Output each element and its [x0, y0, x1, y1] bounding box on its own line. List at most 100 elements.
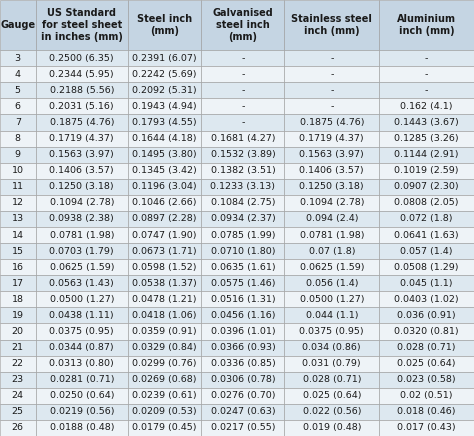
Text: 0.0396 (1.01): 0.0396 (1.01)	[210, 327, 275, 336]
Bar	[201, 195, 284, 211]
Text: 0.031 (0.79): 0.031 (0.79)	[302, 359, 361, 368]
Text: 23: 23	[12, 375, 24, 384]
Bar	[379, 179, 474, 195]
Bar	[0, 275, 36, 291]
Bar	[201, 99, 284, 114]
Bar	[0, 50, 36, 66]
Bar	[0, 340, 36, 356]
Bar	[201, 243, 284, 259]
Text: 0.1681 (4.27): 0.1681 (4.27)	[210, 134, 275, 143]
Text: 0.022 (0.56): 0.022 (0.56)	[302, 407, 361, 416]
Bar	[0, 420, 36, 436]
Bar	[379, 227, 474, 243]
Text: 19: 19	[12, 311, 24, 320]
Text: 0.0456 (1.16): 0.0456 (1.16)	[210, 311, 275, 320]
Text: 0.1196 (3.04): 0.1196 (3.04)	[132, 182, 197, 191]
Bar	[128, 66, 201, 82]
Text: 0.1532 (3.89): 0.1532 (3.89)	[210, 150, 275, 159]
Bar	[379, 146, 474, 163]
Bar	[284, 371, 379, 388]
Bar	[128, 163, 201, 179]
Text: 0.0538 (1.37): 0.0538 (1.37)	[132, 279, 197, 288]
Bar	[36, 130, 128, 146]
Text: 0.162 (4.1): 0.162 (4.1)	[401, 102, 453, 111]
Text: 0.1443 (3.67): 0.1443 (3.67)	[394, 118, 459, 127]
Bar	[379, 259, 474, 275]
Bar	[128, 50, 201, 66]
Text: 0.045 (1.1): 0.045 (1.1)	[401, 279, 453, 288]
Bar	[201, 50, 284, 66]
Bar	[36, 371, 128, 388]
Text: 0.0938 (2.38): 0.0938 (2.38)	[49, 215, 114, 224]
Text: 3: 3	[15, 54, 21, 63]
Text: 0.1094 (2.78): 0.1094 (2.78)	[49, 198, 114, 208]
Text: 0.0281 (0.71): 0.0281 (0.71)	[49, 375, 114, 384]
Bar	[284, 99, 379, 114]
Text: 0.1563 (3.97): 0.1563 (3.97)	[49, 150, 114, 159]
Text: 0.0247 (0.63): 0.0247 (0.63)	[210, 407, 275, 416]
Text: 0.1793 (4.55): 0.1793 (4.55)	[132, 118, 197, 127]
Bar	[0, 243, 36, 259]
Bar	[128, 371, 201, 388]
Text: 0.1563 (3.97): 0.1563 (3.97)	[300, 150, 364, 159]
Bar	[0, 195, 36, 211]
Text: 0.1382 (3.51): 0.1382 (3.51)	[210, 166, 275, 175]
Text: 0.1019 (2.59): 0.1019 (2.59)	[394, 166, 459, 175]
Bar	[36, 0, 128, 50]
Bar	[201, 340, 284, 356]
Bar	[36, 179, 128, 195]
Bar	[379, 50, 474, 66]
Bar	[379, 163, 474, 179]
Text: 0.0641 (1.63): 0.0641 (1.63)	[394, 231, 459, 239]
Bar	[0, 324, 36, 340]
Text: 0.0403 (1.02): 0.0403 (1.02)	[394, 295, 459, 304]
Bar	[284, 243, 379, 259]
Text: 0.0934 (2.37): 0.0934 (2.37)	[210, 215, 275, 224]
Bar	[128, 99, 201, 114]
Text: 0.0250 (0.64): 0.0250 (0.64)	[49, 391, 114, 400]
Bar	[36, 275, 128, 291]
Bar	[379, 0, 474, 50]
Text: Gauge: Gauge	[0, 20, 36, 30]
Text: 0.0299 (0.76): 0.0299 (0.76)	[132, 359, 197, 368]
Text: 0.1250 (3.18): 0.1250 (3.18)	[49, 182, 114, 191]
Text: 0.0209 (0.53): 0.0209 (0.53)	[132, 407, 197, 416]
Text: 0.0313 (0.80): 0.0313 (0.80)	[49, 359, 114, 368]
Text: 0.0344 (0.87): 0.0344 (0.87)	[49, 343, 114, 352]
Text: 0.2242 (5.69): 0.2242 (5.69)	[132, 70, 197, 79]
Bar	[128, 388, 201, 404]
Bar	[128, 211, 201, 227]
Bar	[36, 340, 128, 356]
Text: 0.2188 (5.56): 0.2188 (5.56)	[49, 86, 114, 95]
Bar	[379, 211, 474, 227]
Bar	[128, 243, 201, 259]
Bar	[379, 340, 474, 356]
Text: 0.0808 (2.05): 0.0808 (2.05)	[394, 198, 459, 208]
Text: 13: 13	[12, 215, 24, 224]
Bar	[128, 179, 201, 195]
Bar	[379, 114, 474, 130]
Bar	[201, 275, 284, 291]
Bar	[379, 388, 474, 404]
Text: 22: 22	[12, 359, 24, 368]
Bar	[36, 243, 128, 259]
Bar	[201, 404, 284, 420]
Text: 0.0598 (1.52): 0.0598 (1.52)	[132, 262, 197, 272]
Text: 20: 20	[12, 327, 24, 336]
Bar	[0, 114, 36, 130]
Text: 17: 17	[12, 279, 24, 288]
Bar	[36, 195, 128, 211]
Bar	[379, 195, 474, 211]
Text: 0.0366 (0.93): 0.0366 (0.93)	[210, 343, 275, 352]
Text: Aluminium
inch (mm): Aluminium inch (mm)	[397, 14, 456, 36]
Bar	[201, 0, 284, 50]
Text: 14: 14	[12, 231, 24, 239]
Bar	[0, 99, 36, 114]
Bar	[379, 275, 474, 291]
Text: 0.017 (0.43): 0.017 (0.43)	[397, 423, 456, 433]
Bar	[201, 114, 284, 130]
Text: 0.0320 (0.81): 0.0320 (0.81)	[394, 327, 459, 336]
Bar	[128, 324, 201, 340]
Bar	[284, 146, 379, 163]
Text: 0.0306 (0.78): 0.0306 (0.78)	[210, 375, 275, 384]
